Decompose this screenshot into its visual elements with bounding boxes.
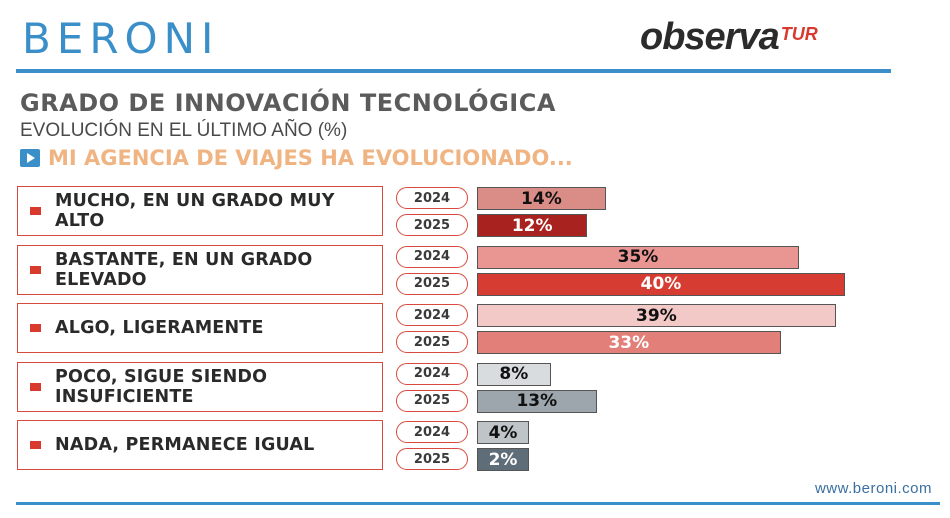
bar-2025: 33% [477, 331, 781, 354]
category-label: BASTANTE, EN UN GRADO ELEVADO [55, 249, 313, 290]
bar-2025: 40% [477, 272, 845, 296]
bar-2025: 2% [477, 448, 529, 471]
bar-2024: 39% [477, 304, 836, 327]
beroni-logo: BERONI [22, 14, 220, 63]
category-marker [30, 441, 41, 449]
bar-2024: 8% [477, 362, 551, 386]
observa-logo-text: observa [640, 16, 780, 58]
category-marker [30, 324, 41, 332]
category-box: NADA, PERMANECE IGUAL [17, 420, 383, 470]
category-label: MUCHO, EN UN GRADO MUY ALTO [55, 191, 335, 231]
year-label-2024: 2024 [396, 421, 468, 443]
play-icon [20, 149, 40, 167]
year-label-2025: 2025 [396, 448, 468, 470]
year-label-2024: 2024 [396, 187, 468, 209]
bar-2025: 12% [477, 214, 588, 237]
bar-2024: 35% [477, 245, 799, 269]
year-label-2025: 2025 [396, 214, 468, 236]
category-box: POCO, SIGUE SIENDO INSUFICIENTE [17, 361, 383, 412]
category-label: POCO, SIGUE SIENDO INSUFICIENTE [55, 366, 268, 407]
year-label-2024: 2024 [396, 362, 468, 385]
category-box: ALGO, LIGERAMENTE [17, 303, 383, 353]
category-box: BASTANTE, EN UN GRADO ELEVADO [17, 244, 383, 295]
year-label-2024: 2024 [396, 245, 468, 268]
bar-2024: 14% [477, 187, 606, 210]
header-divider [16, 69, 891, 73]
category-marker [30, 265, 41, 274]
question-text: MI AGENCIA DE VIAJES HA EVOLUCIONADO... [48, 146, 573, 170]
year-label-2025: 2025 [396, 331, 468, 353]
footer-url[interactable]: www.beroni.com [814, 480, 932, 497]
category-marker [30, 382, 41, 391]
bar-2024: 4% [477, 421, 529, 444]
year-label-2025: 2025 [396, 389, 468, 412]
category-label: NADA, PERMANECE IGUAL [55, 435, 315, 455]
footer-divider [16, 502, 940, 505]
category-marker [30, 207, 41, 215]
question-line: MI AGENCIA DE VIAJES HA EVOLUCIONADO... [20, 146, 573, 170]
bar-2025: 13% [477, 389, 597, 413]
category-box: MUCHO, EN UN GRADO MUY ALTO [17, 186, 383, 236]
category-label: ALGO, LIGERAMENTE [55, 318, 264, 338]
tur-logo-text: TUR [780, 24, 818, 44]
chart-title: GRADO DE INNOVACIÓN TECNOLÓGICA [20, 89, 556, 117]
year-label-2024: 2024 [396, 304, 468, 326]
chart-subtitle: EVOLUCIÓN EN EL ÚLTIMO AÑO (%) [20, 120, 348, 141]
observatur-logo: observa TUR [640, 16, 818, 59]
year-label-2025: 2025 [396, 272, 468, 295]
